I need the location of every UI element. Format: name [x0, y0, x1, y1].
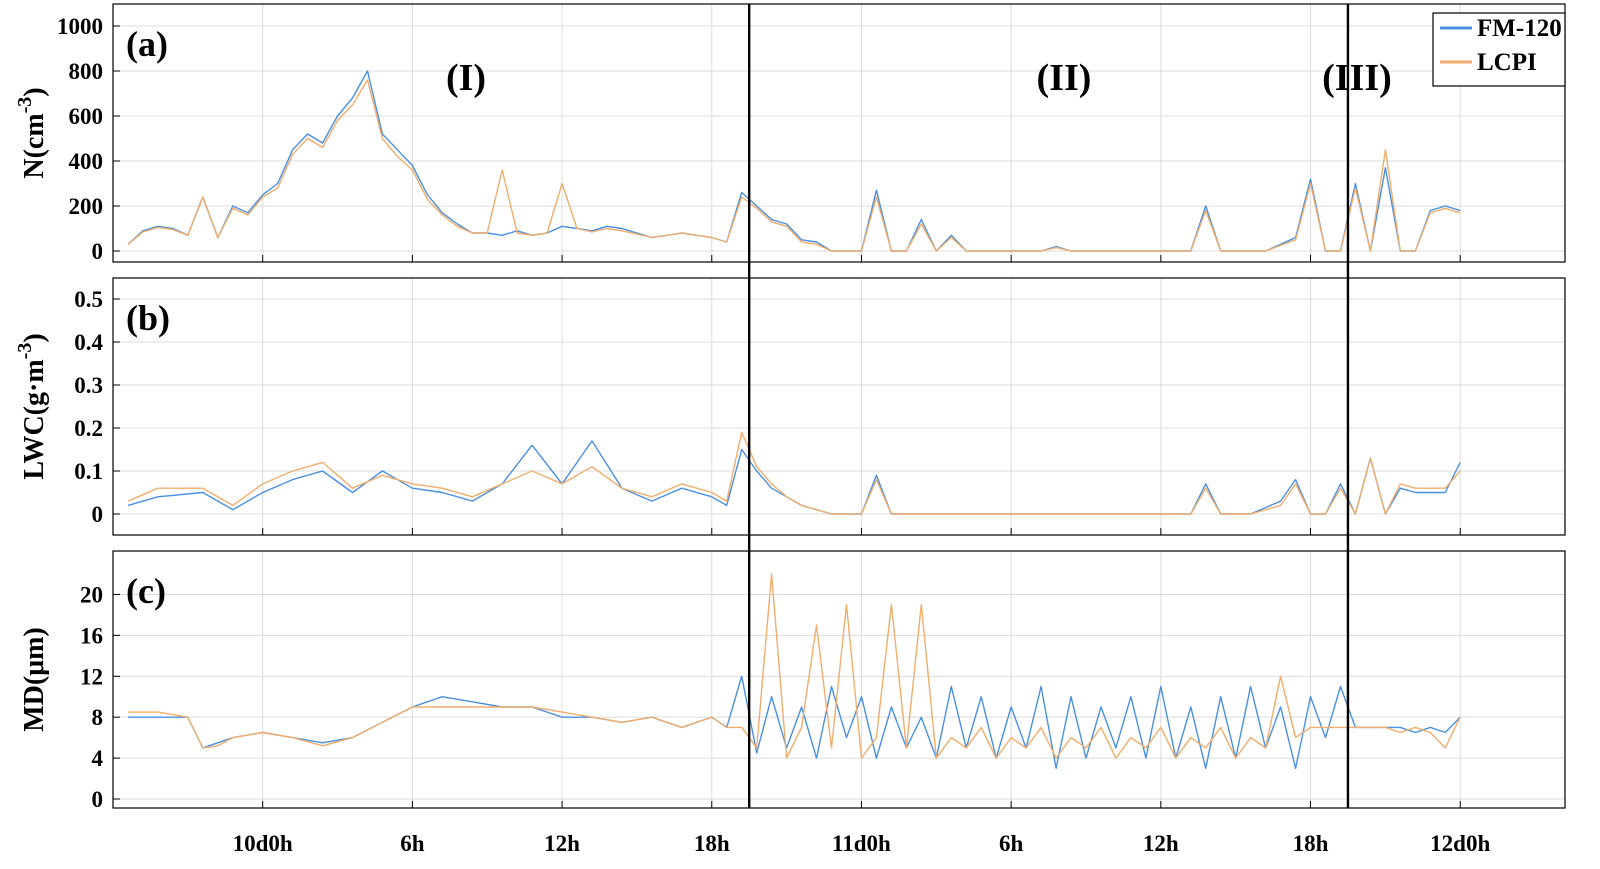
y-tick-label: 12: [80, 664, 103, 689]
panel-label: (a): [126, 24, 168, 64]
y-tick-label: 0: [92, 787, 104, 812]
x-tick-label: 11d0h: [832, 831, 891, 856]
y-tick-label: 800: [69, 59, 104, 84]
y-tick-label: 4: [92, 746, 104, 771]
legend-label: LCPI: [1477, 49, 1537, 76]
y-axis-label: N(cm-3): [14, 87, 50, 178]
panel-c: 0 4 8 12 16 20 (c) MD(μm) 10d0h 6h 12h 18h 11d0h 6h 12…: [19, 550, 1566, 856]
y-axis-label: MD(μm): [19, 627, 50, 732]
region-label: (II): [1037, 57, 1092, 99]
y-tick-label: 8: [92, 705, 104, 730]
series-line-lcpi: [127, 79, 1461, 252]
y-tick-label: 0: [92, 502, 104, 527]
region-label: (I): [446, 57, 486, 99]
series-line-fm-120: [127, 440, 1461, 515]
y-tick-label: 0.1: [74, 459, 103, 484]
y-tick-label: 0: [92, 239, 104, 264]
y-tick-label: 200: [69, 194, 104, 219]
y-tick-label: 0.3: [74, 373, 103, 398]
plot-frame: [112, 3, 1566, 263]
overlay: (I) (II) (III): [446, 4, 1392, 808]
panel-b: 0 0.1 0.2 0.3 0.4 0.5 (b) LWC(g·m-3): [14, 277, 1566, 536]
plot-frame: [112, 277, 1566, 536]
legend-box: [1432, 12, 1566, 87]
series-line-lcpi: [127, 431, 1461, 515]
x-tick-label: 12d0h: [1430, 831, 1490, 856]
series-line-fm-120: [128, 675, 1461, 769]
y-tick-label: 16: [80, 623, 103, 648]
series-line-lcpi: [128, 573, 1461, 759]
panel-label: (c): [126, 571, 166, 611]
x-tick-label: 18h: [694, 831, 730, 856]
x-tick-label: 12h: [1143, 831, 1179, 856]
x-tick-label: 10d0h: [233, 831, 293, 856]
x-tick-label: 6h: [999, 831, 1024, 856]
region-label: (III): [1322, 57, 1392, 99]
y-tick-label: 0.4: [74, 330, 103, 355]
y-axis-label: LWC(g·m-3): [14, 333, 50, 479]
panel-label: (b): [126, 298, 170, 338]
legend-label: FM-120: [1477, 15, 1562, 42]
y-tick-label: 600: [69, 104, 104, 129]
x-tick-label: 12h: [544, 831, 580, 856]
y-tick-label: 400: [69, 149, 104, 174]
legend: FM-120 LCPI: [1432, 12, 1566, 87]
panel-a: 0 200 400 600 800 1000 (a) N(cm-3) FM-120 LCPI: [14, 3, 1566, 264]
y-tick-label: 1000: [57, 14, 103, 39]
y-tick-label: 20: [80, 582, 103, 607]
plot-frame: [112, 550, 1566, 809]
x-tick-label: 18h: [1293, 831, 1329, 856]
y-tick-label: 0.2: [74, 416, 103, 441]
y-tick-label: 0.5: [74, 287, 103, 312]
x-tick-label: 6h: [400, 831, 425, 856]
